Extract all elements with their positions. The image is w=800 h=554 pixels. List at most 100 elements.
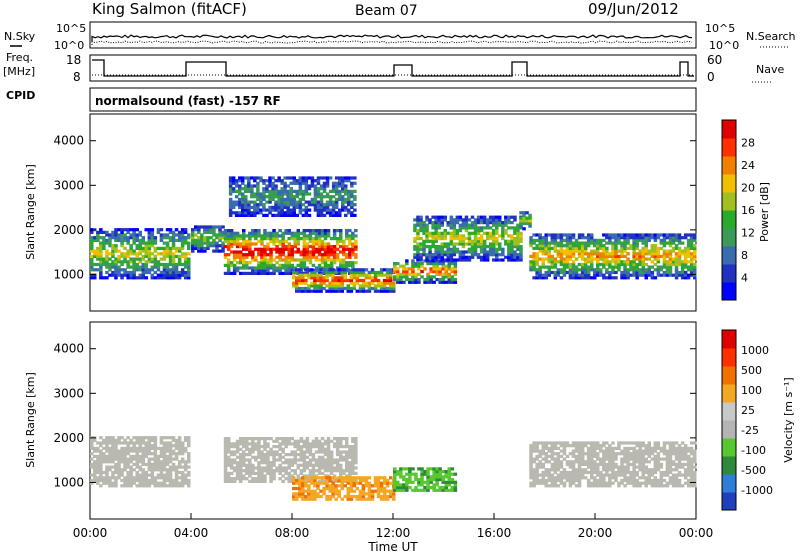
echo-cell	[317, 447, 322, 451]
echo-cell	[301, 478, 305, 483]
echo-cell	[141, 441, 145, 445]
echo-cell	[556, 446, 561, 450]
echo-cell	[596, 270, 600, 275]
echo-cell	[568, 444, 573, 448]
echo-cell	[183, 230, 188, 234]
echo-cell	[238, 205, 242, 209]
echo-cell	[254, 234, 258, 238]
echo-cell	[165, 457, 170, 461]
echo-cell	[331, 476, 335, 480]
echo-cell	[559, 460, 564, 464]
echo-cell	[556, 260, 561, 264]
echo-cell	[461, 237, 466, 241]
echo-cell	[565, 454, 570, 458]
echo-cell	[120, 228, 124, 232]
echo-cell	[317, 247, 322, 251]
echo-cell	[150, 268, 155, 272]
echo-cell	[281, 234, 285, 238]
echo-cell	[385, 276, 390, 280]
echo-cell	[263, 461, 267, 465]
echo-cell	[271, 184, 275, 188]
echo-cell	[556, 454, 561, 458]
echo-cell	[284, 453, 288, 457]
echo-cell	[599, 262, 603, 267]
echo-cell	[93, 268, 97, 272]
echo-cell	[348, 471, 352, 475]
echo-cell	[191, 241, 195, 245]
echo-cell	[532, 233, 536, 237]
echo-cell	[283, 203, 287, 207]
echo-cell	[348, 237, 352, 241]
echo-cell	[272, 474, 276, 478]
echo-cell	[259, 179, 263, 183]
echo-cell	[274, 195, 278, 199]
echo-cell	[488, 247, 493, 251]
echo-cell	[144, 276, 148, 280]
echo-cell	[325, 184, 330, 188]
echo-cell	[580, 262, 585, 267]
echo-cell	[248, 453, 252, 457]
echo-cell	[444, 483, 448, 487]
echo-cell	[332, 245, 337, 249]
echo-cell	[223, 450, 228, 454]
echo-cell	[159, 449, 164, 453]
echo-cell	[608, 446, 612, 450]
echo-cell	[689, 252, 694, 256]
echo-cell	[602, 254, 606, 258]
echo-cell	[174, 470, 179, 475]
echo-cell	[553, 246, 558, 250]
echo-cell	[302, 237, 307, 241]
echo-cell	[364, 481, 369, 485]
echo-cell	[351, 237, 355, 241]
echo-cell	[376, 289, 381, 293]
echo-cell	[254, 466, 258, 470]
echo-cell	[174, 438, 179, 442]
echo-cell	[396, 280, 400, 284]
echo-cell	[343, 276, 347, 280]
echo-cell	[162, 446, 167, 450]
echo-cell	[316, 476, 320, 480]
echo-cell	[177, 438, 182, 442]
echo-cell	[313, 481, 317, 485]
echo-cell	[583, 236, 588, 240]
echo-cell	[287, 439, 291, 443]
echo-cell	[574, 446, 579, 450]
echo-cell	[568, 249, 573, 253]
echo-cell	[197, 230, 201, 234]
echo-cell	[617, 236, 621, 240]
echo-cell	[562, 252, 567, 256]
echo-cell	[602, 257, 606, 261]
echo-cell	[413, 239, 417, 243]
echo-cell	[476, 218, 481, 222]
echo-cell	[399, 472, 403, 476]
echo-cell	[331, 494, 335, 499]
echo-cell	[638, 268, 642, 272]
echo-cell	[623, 238, 627, 242]
echo-cell	[283, 211, 287, 215]
echo-cell	[290, 463, 294, 467]
echo-cell	[277, 197, 281, 201]
echo-cell	[367, 270, 372, 275]
echo-cell	[171, 438, 176, 442]
echo-cell	[320, 471, 325, 475]
echo-cell	[111, 270, 115, 275]
echo-cell	[605, 268, 609, 272]
echo-cell	[347, 197, 351, 201]
echo-cell	[242, 229, 246, 233]
echo-cell	[553, 468, 558, 472]
echo-cell	[123, 462, 127, 466]
echo-cell	[650, 233, 655, 237]
echo-cell	[522, 211, 526, 215]
echo-cell	[683, 270, 688, 275]
echo-cell	[405, 483, 409, 487]
echo-cell	[307, 484, 311, 488]
echo-cell	[364, 281, 369, 285]
echo-cell	[429, 267, 433, 271]
echo-cell	[295, 200, 299, 204]
echo-cell	[254, 471, 258, 475]
echo-cell	[668, 238, 673, 242]
echo-cell	[438, 467, 442, 471]
echo-cell	[626, 236, 630, 240]
echo-cell	[608, 449, 612, 453]
echo-cell	[580, 246, 585, 250]
